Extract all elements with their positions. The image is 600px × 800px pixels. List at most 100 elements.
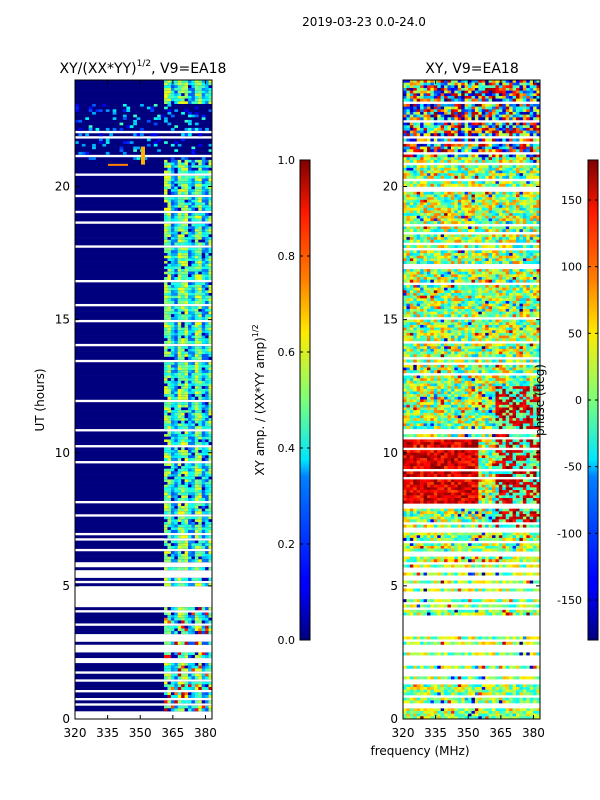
phase-cell: [406, 167, 411, 171]
phase-cell: [522, 109, 527, 113]
amp-cell: [191, 391, 196, 395]
amp-cell: [184, 516, 189, 520]
phase-cell: [502, 239, 507, 243]
amp-cell: [208, 215, 213, 219]
amp-row: [75, 551, 212, 555]
amp-row: [75, 567, 212, 571]
phase-cell: [464, 245, 469, 249]
amp-row: [75, 122, 212, 126]
amp-cell: [167, 311, 172, 315]
phase-cell: [440, 122, 445, 126]
phase-cell: [519, 258, 524, 262]
phase-cell: [509, 255, 513, 259]
amp-cell: [184, 458, 189, 462]
phase-cell: [444, 234, 448, 238]
amp-cell: [191, 484, 196, 488]
amp-cell: [208, 665, 213, 669]
amp-cell: [184, 242, 189, 246]
amp-cell: [194, 237, 199, 241]
phase-cell: [440, 253, 445, 257]
phase-cell: [420, 229, 424, 233]
phase-cell: [498, 173, 503, 177]
phase-cell: [433, 183, 438, 187]
amp-cell: [188, 479, 192, 483]
phase-cell: [437, 245, 441, 249]
phase-cell: [433, 106, 438, 110]
phase-cell: [533, 114, 537, 118]
phase-cell: [509, 183, 513, 187]
phase-cell: [485, 213, 489, 217]
phase-cell: [447, 213, 452, 217]
amp-cell: [181, 652, 185, 656]
phase-cell: [450, 127, 455, 131]
phase-cell: [426, 165, 431, 169]
phase-cell: [430, 146, 435, 150]
phase-cell: [409, 122, 414, 126]
phase-cell: [516, 250, 520, 254]
amp-cell: [174, 455, 179, 459]
amp-cell: [174, 404, 179, 408]
amp-cell: [174, 295, 179, 299]
amp-cell: [198, 620, 203, 624]
amp-cell: [205, 551, 209, 555]
amp-cell: [208, 519, 213, 523]
amp-cell: [177, 458, 182, 462]
amp-cell: [191, 420, 196, 424]
amp-cell: [208, 705, 213, 709]
phase-cell: [409, 175, 414, 179]
phase-cell: [471, 253, 476, 257]
phase-cell: [471, 258, 476, 262]
phase-cell: [519, 106, 524, 110]
phase-cell: [492, 103, 496, 107]
phase-cell: [454, 229, 459, 233]
phase-cell: [512, 82, 517, 86]
amp-cell: [208, 490, 213, 493]
phase-cell: [481, 114, 486, 118]
phase-cell: [495, 213, 500, 217]
amp-cell: [208, 474, 213, 478]
amp-cell: [208, 372, 213, 376]
amp-cell: [167, 213, 172, 217]
amp-cell: [194, 676, 199, 680]
amp-cell: [201, 314, 206, 318]
amp-cell: [184, 692, 189, 696]
colorbar-tick-label: 0.0: [278, 634, 296, 647]
phase-cell: [437, 229, 441, 233]
phase-cell: [516, 210, 520, 214]
amp-cell: [188, 308, 192, 312]
amp-cell: [181, 133, 185, 137]
phase-cell: [485, 130, 489, 134]
amp-cell: [208, 237, 213, 241]
amp-cell: [136, 133, 141, 137]
amp-cell: [181, 298, 185, 302]
amp-cell: [194, 165, 199, 169]
amplitude-title-base: XY/(XX*YY): [60, 61, 137, 77]
amp-cell: [164, 436, 168, 440]
amp-row: [75, 452, 212, 456]
amp-cell: [201, 447, 206, 451]
amp-cell: [198, 692, 203, 696]
amp-cell: [184, 503, 189, 507]
amp-cell: [181, 396, 185, 400]
amp-cell: [208, 487, 213, 491]
phase-cell: [457, 215, 462, 219]
amp-cell: [88, 127, 93, 131]
amp-cell: [164, 455, 168, 459]
amp-cell: [184, 695, 189, 698]
phase-cell: [509, 157, 513, 161]
amp-cell: [205, 455, 209, 459]
phase-cell: [403, 245, 407, 249]
amp-cell: [188, 423, 192, 427]
phase-cell: [471, 234, 476, 238]
amp-cell: [198, 175, 203, 179]
amp-cell: [201, 300, 206, 304]
amp-cell: [170, 127, 175, 131]
amp-cell: [208, 351, 213, 355]
amp-cell: [198, 87, 203, 91]
amp-cell: [164, 673, 168, 677]
phase-cell: [440, 218, 445, 222]
phase-cell: [519, 127, 524, 131]
phase-cell: [471, 82, 476, 86]
phase-cell: [461, 80, 465, 83]
amp-cell: [205, 692, 209, 696]
